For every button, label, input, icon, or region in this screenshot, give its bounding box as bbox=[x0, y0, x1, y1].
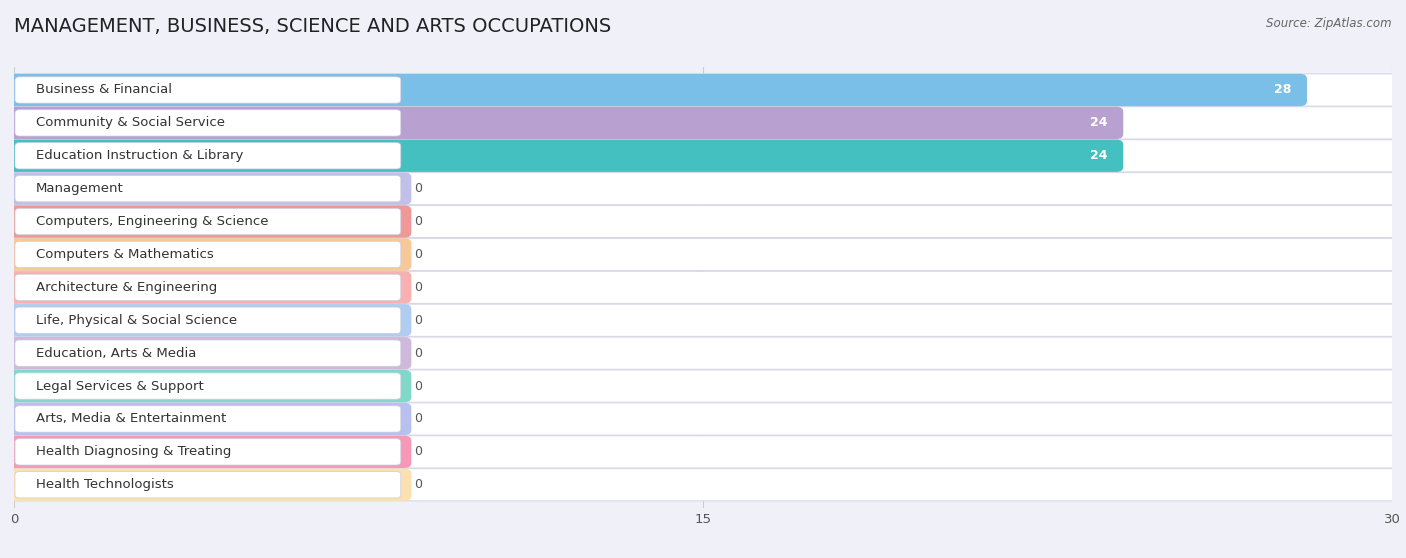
Text: 0: 0 bbox=[413, 281, 422, 294]
FancyBboxPatch shape bbox=[7, 469, 1399, 501]
FancyBboxPatch shape bbox=[15, 209, 401, 235]
Text: Computers, Engineering & Science: Computers, Engineering & Science bbox=[35, 215, 269, 228]
FancyBboxPatch shape bbox=[7, 107, 1123, 139]
Text: Community & Social Service: Community & Social Service bbox=[35, 117, 225, 129]
Text: 24: 24 bbox=[1090, 150, 1107, 162]
Text: Education, Arts & Media: Education, Arts & Media bbox=[35, 347, 195, 360]
FancyBboxPatch shape bbox=[7, 205, 412, 238]
Text: 0: 0 bbox=[413, 314, 422, 327]
Text: 0: 0 bbox=[413, 412, 422, 425]
FancyBboxPatch shape bbox=[7, 271, 412, 304]
FancyBboxPatch shape bbox=[7, 74, 1308, 106]
FancyBboxPatch shape bbox=[7, 469, 412, 501]
Text: Education Instruction & Library: Education Instruction & Library bbox=[35, 150, 243, 162]
FancyBboxPatch shape bbox=[7, 271, 1399, 304]
Text: Health Technologists: Health Technologists bbox=[35, 478, 173, 491]
FancyBboxPatch shape bbox=[7, 238, 412, 271]
FancyBboxPatch shape bbox=[7, 140, 1399, 172]
FancyBboxPatch shape bbox=[7, 403, 412, 435]
Text: Health Diagnosing & Treating: Health Diagnosing & Treating bbox=[35, 445, 231, 458]
Text: Legal Services & Support: Legal Services & Support bbox=[35, 379, 204, 393]
FancyBboxPatch shape bbox=[15, 340, 401, 366]
Text: 0: 0 bbox=[413, 215, 422, 228]
FancyBboxPatch shape bbox=[7, 370, 1399, 402]
FancyBboxPatch shape bbox=[7, 436, 412, 468]
Text: 0: 0 bbox=[413, 379, 422, 393]
FancyBboxPatch shape bbox=[15, 307, 401, 334]
FancyBboxPatch shape bbox=[15, 176, 401, 202]
FancyBboxPatch shape bbox=[15, 406, 401, 432]
Text: 24: 24 bbox=[1090, 117, 1107, 129]
Text: Arts, Media & Entertainment: Arts, Media & Entertainment bbox=[35, 412, 226, 425]
FancyBboxPatch shape bbox=[15, 77, 401, 103]
FancyBboxPatch shape bbox=[7, 107, 1399, 139]
FancyBboxPatch shape bbox=[7, 304, 412, 336]
Text: 0: 0 bbox=[413, 182, 422, 195]
FancyBboxPatch shape bbox=[7, 140, 1123, 172]
Text: Computers & Mathematics: Computers & Mathematics bbox=[35, 248, 214, 261]
Text: 28: 28 bbox=[1274, 84, 1291, 97]
FancyBboxPatch shape bbox=[7, 172, 1399, 205]
FancyBboxPatch shape bbox=[15, 110, 401, 136]
FancyBboxPatch shape bbox=[7, 337, 1399, 369]
FancyBboxPatch shape bbox=[7, 370, 412, 402]
Text: Source: ZipAtlas.com: Source: ZipAtlas.com bbox=[1267, 17, 1392, 30]
Text: 0: 0 bbox=[413, 478, 422, 491]
Text: 0: 0 bbox=[413, 248, 422, 261]
FancyBboxPatch shape bbox=[7, 403, 1399, 435]
FancyBboxPatch shape bbox=[15, 274, 401, 301]
FancyBboxPatch shape bbox=[15, 241, 401, 268]
Text: 0: 0 bbox=[413, 445, 422, 458]
FancyBboxPatch shape bbox=[7, 436, 1399, 468]
Text: Life, Physical & Social Science: Life, Physical & Social Science bbox=[35, 314, 236, 327]
FancyBboxPatch shape bbox=[7, 238, 1399, 271]
FancyBboxPatch shape bbox=[15, 373, 401, 399]
FancyBboxPatch shape bbox=[7, 172, 412, 205]
FancyBboxPatch shape bbox=[15, 439, 401, 465]
FancyBboxPatch shape bbox=[15, 143, 401, 169]
Text: MANAGEMENT, BUSINESS, SCIENCE AND ARTS OCCUPATIONS: MANAGEMENT, BUSINESS, SCIENCE AND ARTS O… bbox=[14, 17, 612, 36]
FancyBboxPatch shape bbox=[7, 304, 1399, 336]
FancyBboxPatch shape bbox=[7, 337, 412, 369]
FancyBboxPatch shape bbox=[7, 205, 1399, 238]
FancyBboxPatch shape bbox=[15, 472, 401, 498]
Text: Management: Management bbox=[35, 182, 124, 195]
FancyBboxPatch shape bbox=[7, 74, 1399, 106]
Text: Business & Financial: Business & Financial bbox=[35, 84, 172, 97]
Text: Architecture & Engineering: Architecture & Engineering bbox=[35, 281, 217, 294]
Text: 0: 0 bbox=[413, 347, 422, 360]
